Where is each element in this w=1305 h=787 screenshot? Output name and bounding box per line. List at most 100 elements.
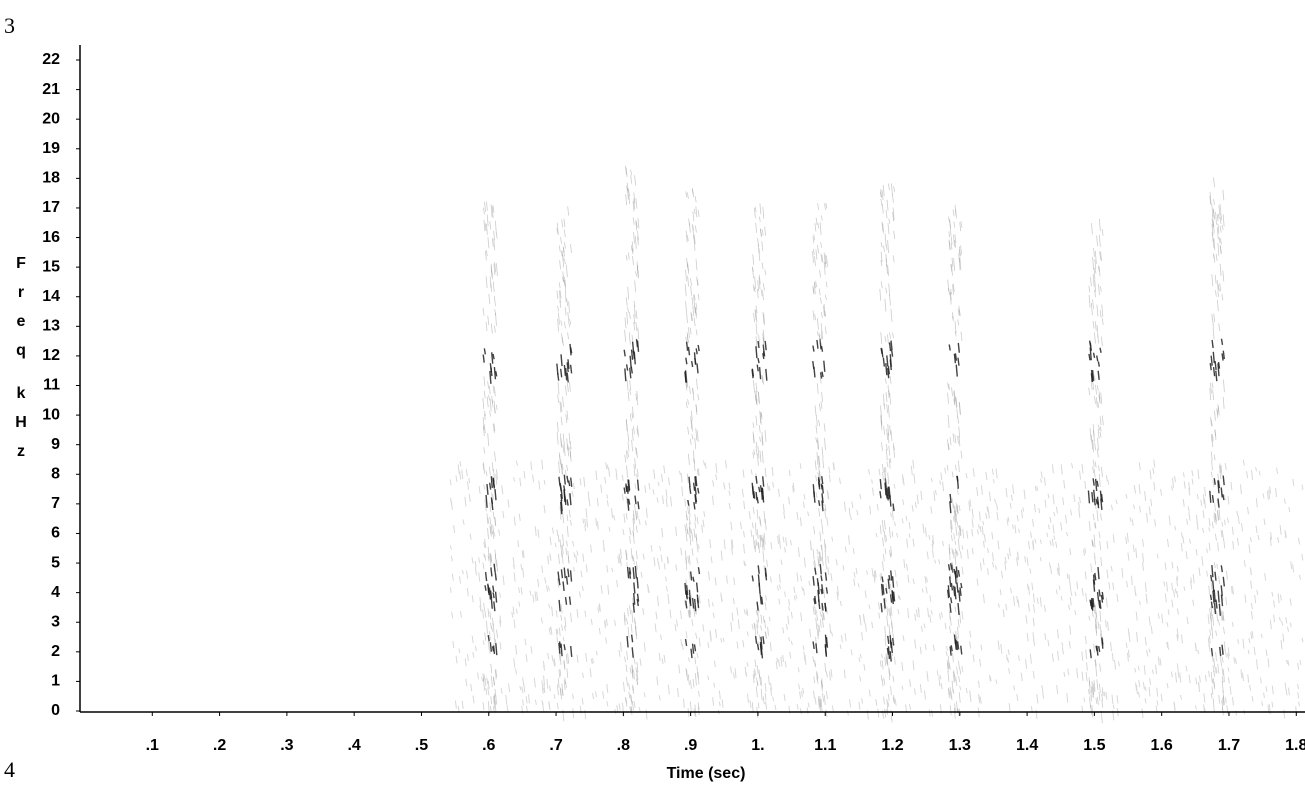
noise-stroke <box>1229 685 1232 695</box>
burst-stroke <box>949 493 952 503</box>
noise-stroke <box>730 540 733 551</box>
noise-stroke <box>1236 510 1239 517</box>
burst-stroke <box>627 442 630 452</box>
noise-stroke <box>1230 585 1233 594</box>
noise-stroke <box>1202 527 1205 534</box>
noise-stroke <box>1273 600 1276 608</box>
burst-stroke <box>888 445 891 456</box>
burst-stroke <box>888 342 892 352</box>
noise-stroke <box>976 529 979 535</box>
noise-stroke <box>715 474 718 481</box>
burst-stroke <box>1218 237 1221 244</box>
y-tick-label: 11 <box>43 377 60 394</box>
burst-stroke <box>754 623 757 636</box>
burst-stroke <box>952 585 956 597</box>
noise-stroke <box>1056 629 1059 639</box>
noise-stroke <box>766 482 769 491</box>
burst-stroke <box>695 428 698 441</box>
noise-stroke <box>980 644 983 651</box>
noise-stroke <box>893 521 896 527</box>
burst-stroke <box>490 675 493 688</box>
burst-stroke <box>564 677 567 685</box>
burst-stroke <box>1092 478 1095 486</box>
noise-stroke <box>541 565 544 573</box>
burst-stroke <box>948 231 951 238</box>
burst-stroke <box>889 359 892 371</box>
noise-stroke <box>1032 541 1035 551</box>
burst-stroke <box>812 248 815 255</box>
burst-stroke <box>751 369 754 379</box>
burst-stroke <box>485 687 488 695</box>
burst-stroke <box>1090 685 1093 698</box>
burst-stroke <box>818 599 821 610</box>
burst-stroke <box>490 323 493 334</box>
burst-stroke <box>883 520 886 530</box>
burst-stroke <box>489 590 493 599</box>
noise-stroke <box>1156 687 1159 697</box>
noise-stroke <box>924 575 927 584</box>
noise-stroke <box>1263 518 1266 526</box>
burst-stroke <box>815 249 818 260</box>
noise-stroke <box>1196 521 1199 531</box>
burst-stroke <box>563 644 566 651</box>
noise-stroke <box>681 486 684 497</box>
noise-stroke <box>1283 709 1286 719</box>
burst-stroke <box>558 641 562 648</box>
burst-stroke <box>488 394 490 401</box>
noise-stroke <box>820 556 823 561</box>
burst-stroke <box>755 686 758 698</box>
noise-stroke <box>767 675 770 685</box>
burst-stroke <box>1092 598 1095 608</box>
burst-stroke <box>755 222 758 233</box>
noise-stroke <box>1269 619 1272 630</box>
burst-stroke <box>629 367 632 379</box>
burst-stroke <box>627 499 631 505</box>
burst-stroke <box>1218 205 1221 216</box>
noise-stroke <box>483 541 486 548</box>
burst-stroke <box>688 516 691 525</box>
noise-stroke <box>933 491 936 501</box>
burst-stroke <box>1218 508 1221 521</box>
burst-stroke <box>1219 646 1222 657</box>
noise-stroke <box>1281 620 1284 626</box>
burst-stroke <box>692 482 696 491</box>
noise-stroke <box>1049 540 1052 546</box>
noise-stroke <box>1076 581 1079 590</box>
burst-stroke <box>692 678 695 688</box>
noise-stroke <box>1066 531 1069 537</box>
burst-stroke <box>755 336 758 348</box>
y-tick-label: 18 <box>42 170 60 187</box>
noise-stroke <box>1092 459 1095 467</box>
noise-stroke <box>1204 486 1207 497</box>
burst-stroke <box>1209 594 1213 601</box>
burst-stroke <box>492 281 495 293</box>
burst-stroke <box>562 271 565 282</box>
burst-stroke <box>484 632 487 641</box>
burst-stroke <box>684 524 687 532</box>
noise-stroke <box>549 536 552 546</box>
burst-stroke <box>694 704 697 717</box>
y-tick-label: 12 <box>42 347 60 364</box>
noise-stroke <box>1071 462 1074 469</box>
noise-stroke <box>688 657 690 662</box>
burst-stroke <box>695 206 698 218</box>
noise-stroke <box>595 470 598 481</box>
burst-stroke <box>1094 321 1097 331</box>
noise-stroke <box>1081 705 1084 712</box>
noise-stroke <box>1183 586 1186 591</box>
noise-stroke <box>1225 596 1228 606</box>
noise-stroke <box>977 524 980 529</box>
noise-stroke <box>812 690 815 699</box>
burst-stroke <box>625 297 628 306</box>
noise-stroke <box>732 597 735 605</box>
noise-stroke <box>488 645 491 654</box>
noise-stroke <box>1000 643 1003 654</box>
noise-stroke <box>1031 582 1034 591</box>
burst-stroke <box>957 538 960 552</box>
burst-stroke <box>1210 574 1213 582</box>
burst-stroke <box>812 251 814 264</box>
burst-stroke <box>684 638 688 647</box>
burst-stroke <box>486 513 489 525</box>
burst-stroke <box>1100 493 1104 503</box>
noise-stroke <box>479 605 482 612</box>
